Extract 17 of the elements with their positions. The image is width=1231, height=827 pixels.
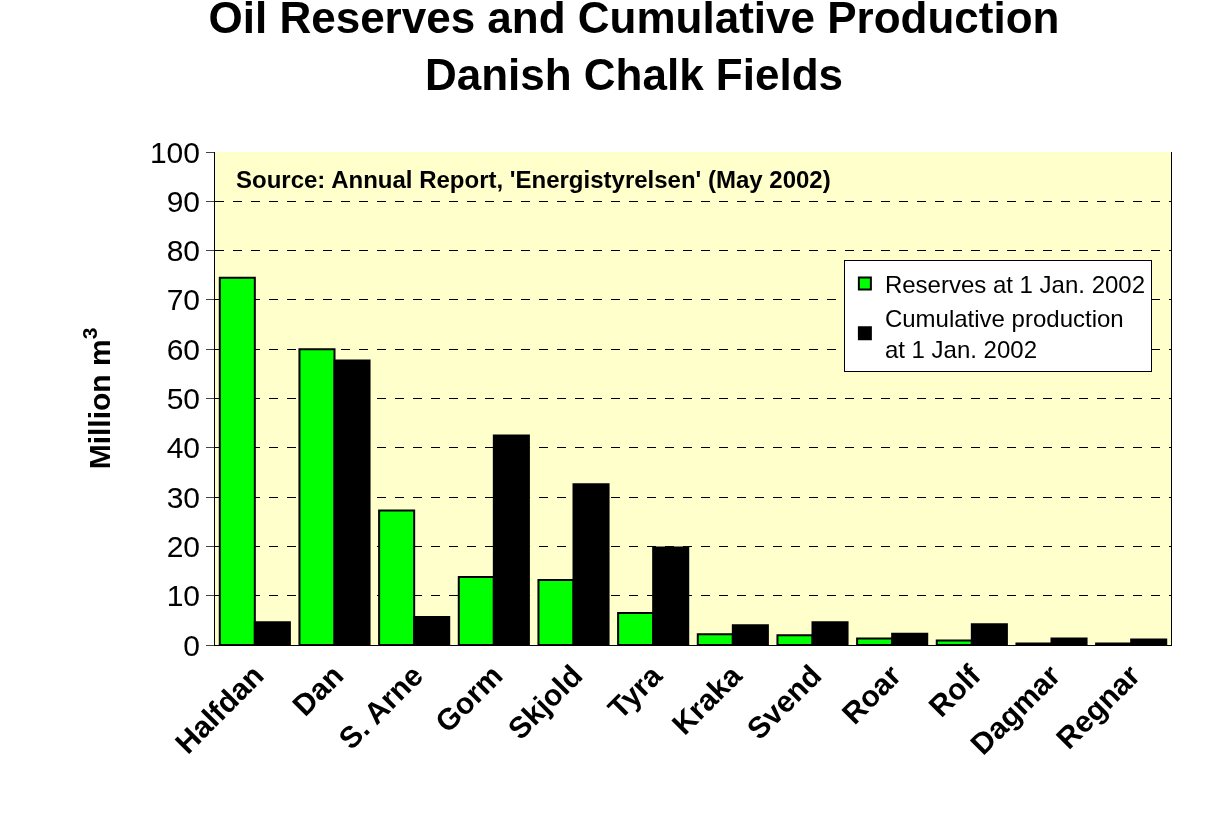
y-tick-label: 100: [149, 135, 200, 169]
y-tick-label: 10: [166, 579, 200, 613]
y-tick-label: 80: [166, 234, 200, 268]
x-tick-label: Dan: [285, 658, 350, 722]
y-tick-label: 90: [166, 184, 200, 218]
y-tick-label: 30: [166, 480, 200, 514]
x-tick-label: Tyra: [601, 658, 669, 726]
legend-label: Cumulative production at 1 Jan. 2002: [884, 305, 1124, 364]
y-tick-label: 50: [166, 382, 200, 415]
legend-label: Reserves at 1 Jan. 2002: [884, 270, 1146, 298]
y-tick-label: 40: [166, 431, 200, 465]
y-tick-label: 0: [183, 628, 200, 662]
y-tick-label: 60: [166, 332, 200, 366]
y-tick-label: 20: [166, 529, 200, 563]
annotation: Source: Annual Report, 'Energistyrelsen' (May 2002): [236, 166, 831, 193]
chart-title: Oil Reserves and Cumulative Production Danish Chalk Fields: [208, 0, 1060, 100]
y-tick-label: 70: [166, 283, 200, 317]
